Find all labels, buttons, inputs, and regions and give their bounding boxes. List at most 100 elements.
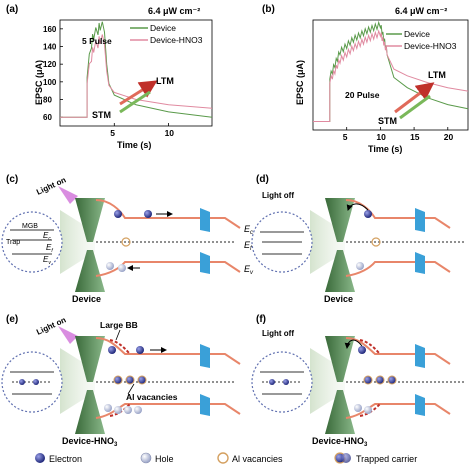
light-ray-icon xyxy=(58,186,78,204)
trapped-carrier-icon xyxy=(341,453,351,463)
y-tick-label: 160 xyxy=(43,25,57,34)
legend-electron: Electron xyxy=(49,454,82,464)
cone-bottom xyxy=(325,250,355,292)
panel-e: (e) Light on Large BB Al vacancies Devi xyxy=(1,314,241,448)
panel-f: (f) Light off Device-HNO3 xyxy=(251,314,465,448)
x-tick-label: 15 xyxy=(410,132,420,142)
trapped-carrier-icon xyxy=(137,375,147,385)
trapped-carrier-icon xyxy=(113,375,123,385)
y-tick-label: 80 xyxy=(43,96,52,105)
legend-hno3-text: Device-HNO3 xyxy=(150,35,203,45)
al-vacancy-icon xyxy=(121,237,131,247)
panel-b-intensity: 6.4 μW cm⁻² xyxy=(395,6,447,16)
conduction-band xyxy=(95,199,241,229)
trapped-carrier-icon xyxy=(269,379,275,385)
light-off-label: Light off xyxy=(262,191,294,200)
trapped-carrier-icon xyxy=(125,375,135,385)
legend-device-text: Device xyxy=(150,23,176,33)
panel-b-xlabel: Time (s) xyxy=(368,144,402,154)
barrier xyxy=(200,344,210,368)
series-line-device-hno3 xyxy=(313,29,469,122)
device-label: Device xyxy=(72,294,101,304)
panel-e-label: (e) xyxy=(6,314,18,325)
cone-bottom xyxy=(75,390,105,434)
al-vacancy-icon xyxy=(217,452,229,464)
large-bb-band xyxy=(109,403,131,417)
light-beam xyxy=(310,210,345,274)
electron-icon xyxy=(358,346,366,354)
conduction-band xyxy=(345,337,451,365)
zoom-circle xyxy=(1,211,63,273)
conduction-band xyxy=(95,337,241,365)
barrier xyxy=(415,394,425,416)
panel-a-label: (a) xyxy=(6,4,18,15)
ec-label: Ec xyxy=(244,224,253,236)
trapped-carrier-icon xyxy=(375,375,385,385)
panel-d: (d) Light off Device xyxy=(251,174,465,304)
recombination-arrow xyxy=(344,339,363,349)
cone-top xyxy=(75,336,105,382)
light-off-label: Light off xyxy=(262,329,294,338)
panel-a-xlabel: Time (s) xyxy=(117,140,151,150)
device-hno3-label: Device-HNO3 xyxy=(62,436,118,448)
barrier xyxy=(415,252,425,274)
panel-b-ltm: LTM xyxy=(428,70,446,80)
ev-label: Ev xyxy=(244,264,254,276)
ev-small-label: Ev xyxy=(43,255,51,266)
trapped-carrier-icon xyxy=(33,379,39,385)
panel-a-pulse-label: 5 Pulse xyxy=(82,36,112,46)
ef-small-label: Ef xyxy=(46,243,53,254)
large-bb-band xyxy=(359,339,381,355)
large-bb-band xyxy=(109,339,131,355)
valence-band xyxy=(345,261,451,277)
light-on-label: Light on xyxy=(35,315,67,337)
cone-top xyxy=(75,198,105,242)
x-tick-label: 5 xyxy=(110,128,115,138)
panel-a-frame xyxy=(59,19,213,127)
conduction-band xyxy=(345,199,451,229)
hole-icon xyxy=(118,264,126,272)
panel-c-label: (c) xyxy=(6,174,18,185)
legend-device-text: Device xyxy=(404,29,430,39)
x-tick-label: 5 xyxy=(343,132,348,142)
trapped-carrier-icon xyxy=(283,379,289,385)
electron-icon xyxy=(136,346,144,354)
panel-d-label: (d) xyxy=(256,174,269,185)
trapped-carrier-icon xyxy=(363,375,373,385)
legend-hno3-text: Device-HNO3 xyxy=(404,41,457,51)
barrier xyxy=(200,252,210,274)
electron-icon xyxy=(114,210,122,218)
cone-bottom xyxy=(75,250,105,292)
pointer-line xyxy=(115,329,121,341)
x-tick-label: 20 xyxy=(444,132,454,142)
x-tick-label: 10 xyxy=(165,128,175,138)
barrier xyxy=(415,344,425,368)
panel-b-series xyxy=(313,20,469,122)
hole-icon xyxy=(354,404,362,412)
trap-label: Trap xyxy=(6,239,20,246)
hole-icon xyxy=(140,452,152,464)
panel-b-stm-arrow xyxy=(399,94,431,120)
valence-band xyxy=(95,261,241,277)
y-tick-label: 60 xyxy=(43,113,52,122)
panel-b-label: (b) xyxy=(262,4,275,15)
panel-b-ylabel: EPSC (μA) xyxy=(295,60,305,105)
hole-icon xyxy=(106,262,114,270)
legend-hole: Hole xyxy=(155,454,174,464)
large-bb-label: Large BB xyxy=(100,320,138,330)
device-label: Device xyxy=(324,294,353,304)
panel-b-frame xyxy=(312,19,469,131)
barrier xyxy=(200,208,210,232)
x-tick-label: 10 xyxy=(376,132,386,142)
electron-icon xyxy=(364,210,372,218)
hole-icon xyxy=(104,404,112,412)
bottom-legend: Electron Hole Al vacancies Trapped carri… xyxy=(35,452,417,464)
panel-a-ylabel: EPSC (μA) xyxy=(34,60,44,105)
hole-icon xyxy=(356,262,364,270)
panel-a: (a) 6.4 μW cm⁻² EPSC (μA) Time (s) 5 10 60… xyxy=(6,4,213,150)
panel-a-stm-arrow xyxy=(119,90,151,114)
pointer-line xyxy=(127,383,135,395)
hole-icon xyxy=(114,406,122,414)
panel-a-series xyxy=(60,21,213,118)
panel-a-stm: STM xyxy=(92,110,111,120)
